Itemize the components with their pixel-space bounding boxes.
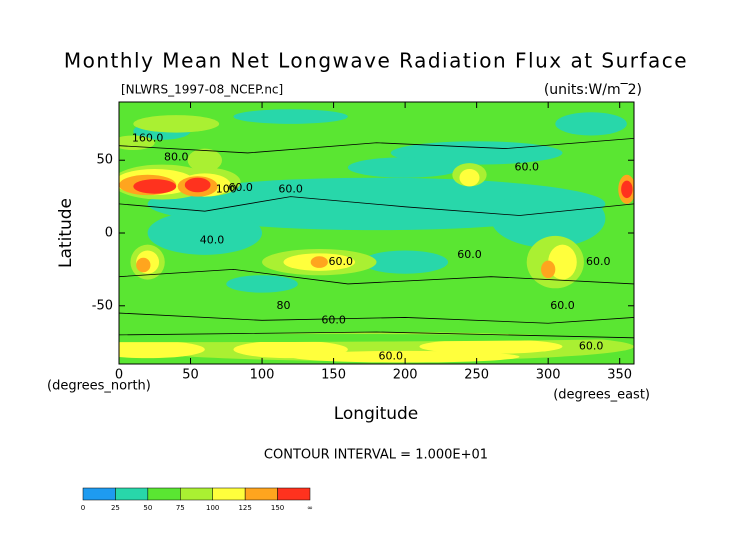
contour-region bbox=[490, 189, 606, 248]
contour-region bbox=[548, 244, 577, 280]
x-tick-label: 150 bbox=[321, 368, 346, 383]
contour-label: 80.0 bbox=[164, 150, 189, 163]
colorbar-box bbox=[277, 487, 311, 501]
x-axis-label: Longitude bbox=[334, 404, 419, 424]
contour-label: 60.0 bbox=[328, 255, 353, 268]
contour-region bbox=[347, 157, 463, 178]
contour-label: 60.0 bbox=[457, 248, 482, 261]
colorbar-label: 0 bbox=[81, 504, 85, 512]
contour-region bbox=[233, 109, 348, 124]
field: 160.080.010060.040.060.08060.060.060.060… bbox=[119, 102, 634, 364]
colorbar-end-label: ∞ bbox=[307, 504, 313, 512]
contour-region bbox=[541, 260, 556, 279]
colorbar-box bbox=[115, 487, 149, 501]
contour-region bbox=[119, 333, 634, 343]
colorbar-label: 75 bbox=[176, 504, 185, 512]
contour-region bbox=[133, 115, 220, 133]
contour-line bbox=[119, 331, 634, 339]
contour-label: 60.0 bbox=[550, 299, 575, 312]
colorbar-box bbox=[212, 487, 246, 501]
contour-region bbox=[310, 256, 328, 268]
contour-label: 60.0 bbox=[228, 181, 253, 194]
x-tick-label: 350 bbox=[607, 368, 632, 383]
x-tick-label: 300 bbox=[536, 368, 561, 383]
contour-label: 160.0 bbox=[132, 131, 164, 144]
contour-line bbox=[119, 312, 634, 324]
units: (units:W/m‾2) bbox=[544, 82, 642, 98]
contour-region bbox=[362, 250, 449, 274]
contour-label: 40.0 bbox=[200, 233, 225, 246]
chart-title: Monthly Mean Net Longwave Radiation Flux… bbox=[64, 49, 688, 73]
contour-line bbox=[119, 196, 634, 216]
colorbar-box bbox=[147, 487, 181, 501]
contour-note: CONTOUR INTERVAL = 1.000E+01 bbox=[264, 448, 488, 463]
colorbar-label: 125 bbox=[238, 504, 251, 512]
contour-label: 60.0 bbox=[586, 255, 611, 268]
colorbar-label: 100 bbox=[206, 504, 219, 512]
subtitle: [NLWRS_1997-08_NCEP.nc] bbox=[121, 83, 283, 97]
contour-label: 60.0 bbox=[379, 350, 404, 363]
colorbar-label: 50 bbox=[143, 504, 152, 512]
contour-label: 60.0 bbox=[514, 161, 539, 174]
colorbar-label: 150 bbox=[271, 504, 284, 512]
contour-region bbox=[419, 339, 563, 354]
x-tick-label: 200 bbox=[393, 368, 418, 383]
x-tick-label: 100 bbox=[250, 368, 275, 383]
contour-region bbox=[621, 180, 633, 199]
x-tick-label: 0 bbox=[115, 368, 123, 383]
x-tick-label: 250 bbox=[464, 368, 489, 383]
colorbar-box bbox=[82, 487, 116, 501]
contour-label: 60.0 bbox=[321, 313, 346, 326]
y-tick-label: 0 bbox=[105, 226, 113, 241]
contour-region bbox=[119, 340, 205, 359]
contour-region bbox=[290, 350, 520, 363]
x-unit: (degrees_east) bbox=[553, 388, 650, 403]
contour-label: 100 bbox=[216, 182, 237, 195]
plot-area: 160.080.010060.040.060.08060.060.060.060… bbox=[118, 101, 635, 365]
contour-region bbox=[459, 168, 480, 187]
contour-region bbox=[147, 211, 263, 255]
y-tick-label: 50 bbox=[96, 153, 113, 168]
colorbar-box bbox=[244, 487, 278, 501]
colorbar-label: 25 bbox=[111, 504, 120, 512]
contour-label: 60.0 bbox=[278, 182, 303, 195]
y-unit: (degrees_north) bbox=[47, 379, 151, 394]
contour-line bbox=[119, 268, 634, 285]
x-tick-label: 50 bbox=[182, 368, 199, 383]
contour-line bbox=[119, 137, 634, 154]
y-tick-label: -50 bbox=[92, 298, 113, 313]
contour-region bbox=[226, 275, 298, 293]
contour-region bbox=[184, 177, 211, 193]
y-axis-label: Latitude bbox=[56, 198, 76, 268]
contour-region bbox=[187, 148, 222, 172]
contour-label: 60.0 bbox=[579, 340, 604, 353]
colorbar-box bbox=[180, 487, 213, 501]
contour-region bbox=[555, 112, 627, 136]
contour-label: 80 bbox=[277, 299, 291, 312]
contour-region bbox=[136, 257, 151, 273]
contour-region bbox=[133, 179, 177, 194]
